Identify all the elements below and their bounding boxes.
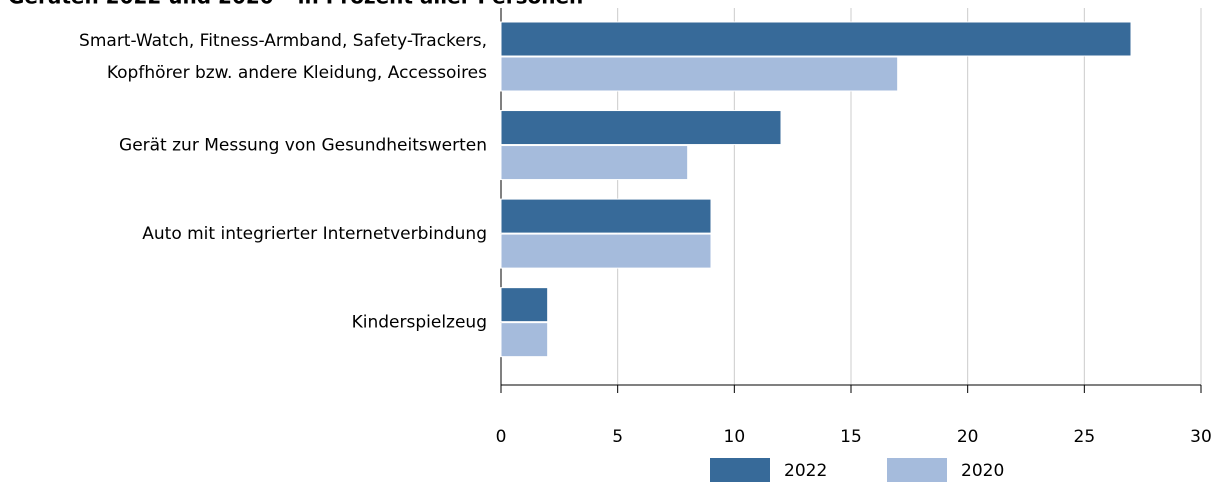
x-tick-label: 20 — [957, 427, 979, 447]
label-line: Gerät zur Messung von Gesundheitswerten — [119, 136, 487, 156]
y-tick-label: Auto mit integrierter Internetverbindung — [142, 224, 487, 244]
legend-swatch — [710, 458, 770, 482]
chart-title: Geräten 2022 und 2020 – in Prozent aller… — [8, 0, 583, 9]
y-tick-label: Kinderspielzeug — [352, 313, 487, 333]
bar — [500, 233, 712, 269]
x-tick-label: 10 — [724, 427, 746, 447]
x-tick-label: 25 — [1074, 427, 1096, 447]
label-line: Kinderspielzeug — [352, 313, 487, 333]
label-line: Auto mit integrierter Internetverbindung — [142, 224, 487, 244]
x-tick-label: 30 — [1190, 427, 1212, 447]
bar — [500, 287, 549, 323]
x-tick-label: 15 — [840, 427, 862, 447]
legend-label: 2020 — [961, 461, 1004, 481]
bar — [500, 198, 712, 234]
x-tick-label: 5 — [612, 427, 623, 447]
label-line: Kopfhörer bzw. andere Kleidung, Accessoi… — [107, 63, 487, 83]
bar — [500, 145, 689, 181]
bar — [500, 322, 549, 358]
x-tick-label: 0 — [496, 427, 507, 447]
legend-label: 2022 — [784, 461, 827, 481]
y-tick-label: Gerät zur Messung von Gesundheitswerten — [119, 136, 487, 156]
bar — [500, 56, 899, 92]
bar — [500, 21, 1132, 57]
y-tick-label: Smart-Watch, Fitness-Armband, Safety-Tra… — [79, 31, 487, 83]
legend-swatch — [887, 458, 947, 482]
bar — [500, 110, 782, 146]
label-line: Smart-Watch, Fitness-Armband, Safety-Tra… — [79, 31, 487, 51]
